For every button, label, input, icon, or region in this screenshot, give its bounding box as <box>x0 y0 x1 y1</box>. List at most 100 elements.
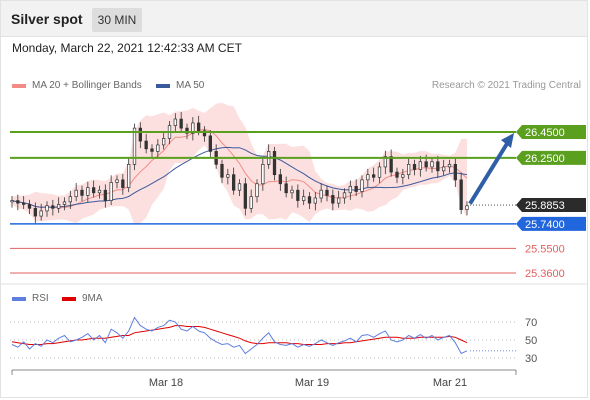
candle <box>74 183 78 202</box>
rsi-ma-line <box>11 325 468 345</box>
candle-body <box>459 179 463 210</box>
candle-body <box>16 200 20 204</box>
level-tag <box>516 150 586 165</box>
candle <box>243 177 247 216</box>
candle-body <box>144 140 148 150</box>
candle-body <box>319 189 323 199</box>
candle-body <box>191 122 195 134</box>
header-bar: Silver spot 30 MIN <box>0 0 588 36</box>
candle-body <box>57 204 61 209</box>
candle <box>465 201 469 216</box>
candle-body <box>226 174 230 178</box>
price-levels: 26.4500 26.2500 25.8853 25.7400 25.5500 25.36… <box>10 125 586 280</box>
ma50-label: MA 50 <box>176 80 205 91</box>
candle-body <box>412 163 417 170</box>
candle-body <box>156 144 160 152</box>
candle-body <box>51 205 55 209</box>
timeframe-badge[interactable]: 30 MIN <box>92 8 142 32</box>
candle-body <box>80 189 84 196</box>
candle-body <box>249 196 253 209</box>
candle-body <box>162 138 166 146</box>
level-resistance: 26.2500 <box>10 150 586 165</box>
candle-body <box>179 118 183 129</box>
candle-body <box>33 207 37 217</box>
candle <box>296 184 300 208</box>
candle <box>39 203 43 221</box>
candle <box>447 159 452 173</box>
candle-body <box>185 127 189 134</box>
candle <box>313 192 317 211</box>
level-support: 25.5500 <box>10 243 565 255</box>
candle-body <box>401 174 405 178</box>
candle-body <box>325 189 329 196</box>
candle-body <box>360 179 364 192</box>
candle-body <box>97 189 102 194</box>
level-tag <box>516 216 586 231</box>
level-tag <box>516 125 586 139</box>
candle <box>57 197 61 213</box>
candle <box>261 158 265 191</box>
candle <box>121 174 125 195</box>
candle <box>208 130 212 159</box>
arrow-head <box>501 133 514 148</box>
level-support: 25.3600 <box>10 268 565 280</box>
legend-rsi: RSI <box>12 293 49 304</box>
rsi-line <box>11 316 468 355</box>
candle <box>92 180 96 198</box>
candle-body <box>284 183 288 194</box>
level-resistance: 26.4500 <box>10 125 586 139</box>
candle <box>325 185 329 202</box>
ma9-label: 9MA <box>82 293 103 304</box>
rsi-swatch <box>12 296 26 301</box>
candle <box>86 181 90 203</box>
level-label: 26.4500 <box>525 127 565 139</box>
candle-body <box>261 163 265 185</box>
candle-body <box>372 174 376 178</box>
candle <box>372 167 376 182</box>
legend-ma50: MA 50 <box>156 80 204 91</box>
level-label: 25.3600 <box>525 268 565 280</box>
candle-body <box>243 183 247 209</box>
candle-body <box>121 179 125 188</box>
candle <box>290 185 294 199</box>
candle-body <box>10 200 14 203</box>
candle <box>68 190 72 209</box>
candle-body <box>237 183 242 191</box>
candle <box>191 117 195 141</box>
candle-body <box>92 187 96 194</box>
candle <box>278 168 282 191</box>
candle <box>307 192 312 209</box>
candle-body <box>27 204 32 209</box>
candle-body <box>290 189 294 194</box>
legend-9ma: 9MA <box>62 293 103 304</box>
candle <box>412 159 417 176</box>
candle-body <box>150 148 154 152</box>
candle <box>127 157 131 193</box>
candle-body <box>447 163 452 168</box>
candle <box>377 162 382 184</box>
candle-body <box>109 182 113 201</box>
candle-body <box>220 163 224 178</box>
candle <box>156 139 160 159</box>
candle-body <box>296 189 300 201</box>
candle <box>319 183 323 203</box>
candle-body <box>302 196 306 201</box>
candle <box>430 157 434 173</box>
level-tag <box>516 198 586 213</box>
level-label: 26.2500 <box>525 153 565 165</box>
chart-title: Silver spot <box>11 11 83 27</box>
candle-body <box>331 195 335 204</box>
candle <box>103 184 107 208</box>
candle-body <box>430 161 434 168</box>
candle-body <box>86 187 90 196</box>
candle <box>401 168 405 185</box>
candle-body <box>407 163 411 176</box>
candle <box>453 158 457 187</box>
candle-body <box>272 151 277 176</box>
x-tick-label: Mar 19 <box>295 377 329 389</box>
candle <box>62 197 67 211</box>
candle-body <box>39 210 43 217</box>
legend-ma20: MA 20 + Bollinger Bands <box>12 80 142 91</box>
candle <box>232 167 236 195</box>
